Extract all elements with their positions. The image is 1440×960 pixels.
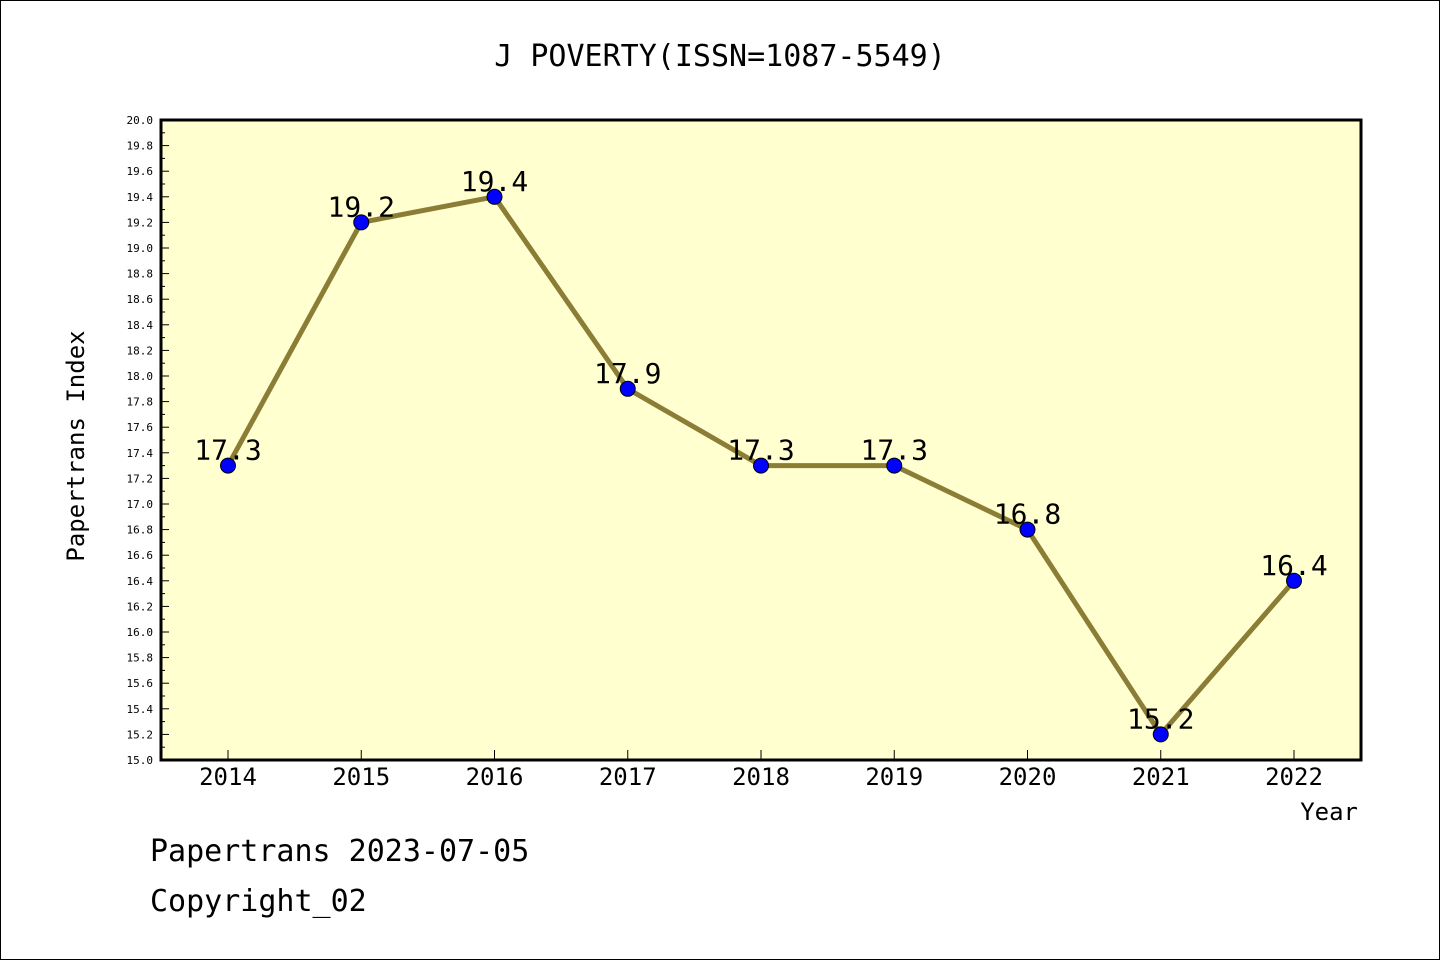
data-point <box>753 457 769 474</box>
y-tick-label: 15.6 <box>127 677 154 690</box>
y-tick-label: 16.0 <box>127 626 154 639</box>
x-tick-label: 2018 <box>732 763 790 791</box>
y-tick-label: 20.0 <box>127 114 154 127</box>
footer-copyright: Copyright_02 <box>150 884 367 919</box>
data-label: 17.9 <box>594 357 661 390</box>
y-tick-label: 16.6 <box>127 549 154 562</box>
data-point <box>1019 521 1036 538</box>
y-tick-label: 17.4 <box>127 447 154 460</box>
y-tick-label: 17.6 <box>127 421 154 434</box>
data-label: 19.4 <box>461 165 528 198</box>
y-tick-label: 16.4 <box>127 575 154 588</box>
y-tick-label: 15.0 <box>127 754 154 767</box>
data-point <box>353 214 370 231</box>
data-point <box>486 188 503 205</box>
y-tick-label: 19.4 <box>127 191 154 204</box>
chart-title: J POVERTY(ISSN=1087-5549) <box>494 39 946 74</box>
data-labels: 17.3 19.2 19.4 17.9 17.3 17.3 16.8 15.2 16.4 <box>194 165 1327 736</box>
y-tick-label: 18.6 <box>127 293 154 306</box>
y-tick-label: 19.2 <box>127 216 154 229</box>
y-tick-label: 17.0 <box>127 498 154 511</box>
data-label: 17.3 <box>194 434 261 467</box>
data-label: 16.4 <box>1260 549 1327 582</box>
x-tick-label: 2017 <box>599 763 657 791</box>
y-tick-label: 15.4 <box>127 703 154 716</box>
y-axis-title: Papertrans Index <box>62 330 90 561</box>
data-point <box>1286 572 1302 589</box>
data-label: 17.3 <box>727 434 794 467</box>
y-tick-label: 15.2 <box>127 728 154 741</box>
y-tick-label: 18.4 <box>127 319 154 332</box>
x-tick-label: 2020 <box>999 763 1057 791</box>
x-tick-label: 2016 <box>466 763 524 791</box>
y-tick-label: 19.8 <box>127 140 154 153</box>
x-tick-label: 2014 <box>199 763 257 791</box>
x-tick-label: 2019 <box>865 763 923 791</box>
y-tick-label: 19.0 <box>127 242 154 255</box>
data-label: 15.2 <box>1127 702 1194 735</box>
x-tick-label: 2022 <box>1265 763 1323 791</box>
data-point <box>619 380 636 397</box>
y-tick-label: 17.2 <box>127 472 154 485</box>
data-label: 19.2 <box>328 190 395 223</box>
x-tick-label: 2015 <box>332 763 390 791</box>
footer-date: Papertrans 2023-07-05 <box>150 834 530 869</box>
y-tick-label: 18.0 <box>127 370 154 383</box>
y-tick-label: 15.8 <box>127 652 154 665</box>
y-tick-label: 18.8 <box>127 268 154 281</box>
x-axis-title: Year <box>1300 798 1358 826</box>
y-tick-label: 18.2 <box>127 344 154 357</box>
data-label: 16.8 <box>994 498 1061 531</box>
data-point <box>886 457 903 474</box>
y-tick-label: 17.8 <box>127 396 154 409</box>
y-axis: 15.0 15.2 15.4 15.6 15.8 16.0 16.2 16.4 16.6 16.8… <box>127 114 169 767</box>
y-tick-label: 16.2 <box>127 600 154 613</box>
data-point <box>220 457 236 474</box>
x-axis: 2014 2015 2016 2017 2018 2019 2020 2021 2022 <box>199 750 1323 791</box>
x-tick-label: 2021 <box>1132 763 1190 791</box>
series-line-group <box>220 188 1302 743</box>
data-point <box>1152 726 1169 743</box>
data-label: 17.3 <box>861 434 928 467</box>
y-tick-label: 16.8 <box>127 524 154 537</box>
y-tick-label: 19.6 <box>127 165 154 178</box>
